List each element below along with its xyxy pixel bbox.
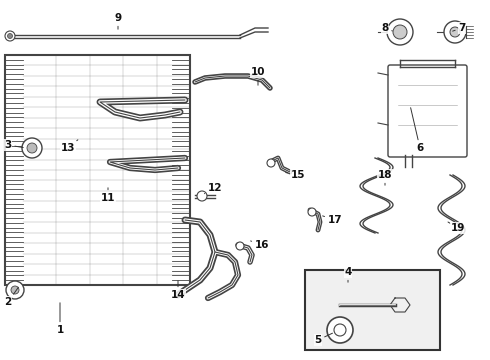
Bar: [5, 55, 190, 285]
Text: 3: 3: [4, 140, 23, 150]
Text: 17: 17: [322, 215, 343, 225]
Text: 15: 15: [286, 170, 305, 180]
Text: 5: 5: [315, 333, 333, 345]
Circle shape: [7, 33, 13, 39]
Text: 14: 14: [171, 281, 185, 300]
Circle shape: [11, 286, 19, 294]
Text: 8: 8: [381, 23, 392, 33]
Circle shape: [197, 191, 207, 201]
Text: 2: 2: [4, 287, 19, 307]
Text: 13: 13: [61, 140, 78, 153]
Circle shape: [334, 324, 346, 336]
Circle shape: [387, 19, 413, 45]
Circle shape: [450, 27, 460, 37]
Text: 11: 11: [101, 188, 115, 203]
Text: 18: 18: [378, 170, 392, 185]
Text: 7: 7: [453, 23, 466, 33]
Circle shape: [27, 143, 37, 153]
Text: 16: 16: [250, 240, 269, 250]
Text: 6: 6: [411, 108, 424, 153]
Text: 1: 1: [56, 303, 64, 335]
Text: 12: 12: [204, 183, 222, 194]
Text: 9: 9: [115, 13, 122, 29]
Circle shape: [22, 138, 42, 158]
Circle shape: [308, 208, 316, 216]
Circle shape: [393, 25, 407, 39]
Text: 19: 19: [448, 222, 465, 233]
Circle shape: [267, 159, 275, 167]
Circle shape: [5, 31, 15, 41]
Circle shape: [327, 317, 353, 343]
Circle shape: [236, 242, 244, 250]
Bar: [305, 270, 440, 350]
Circle shape: [444, 21, 466, 43]
Text: 4: 4: [344, 267, 352, 282]
Text: 10: 10: [251, 67, 265, 85]
Circle shape: [6, 281, 24, 299]
